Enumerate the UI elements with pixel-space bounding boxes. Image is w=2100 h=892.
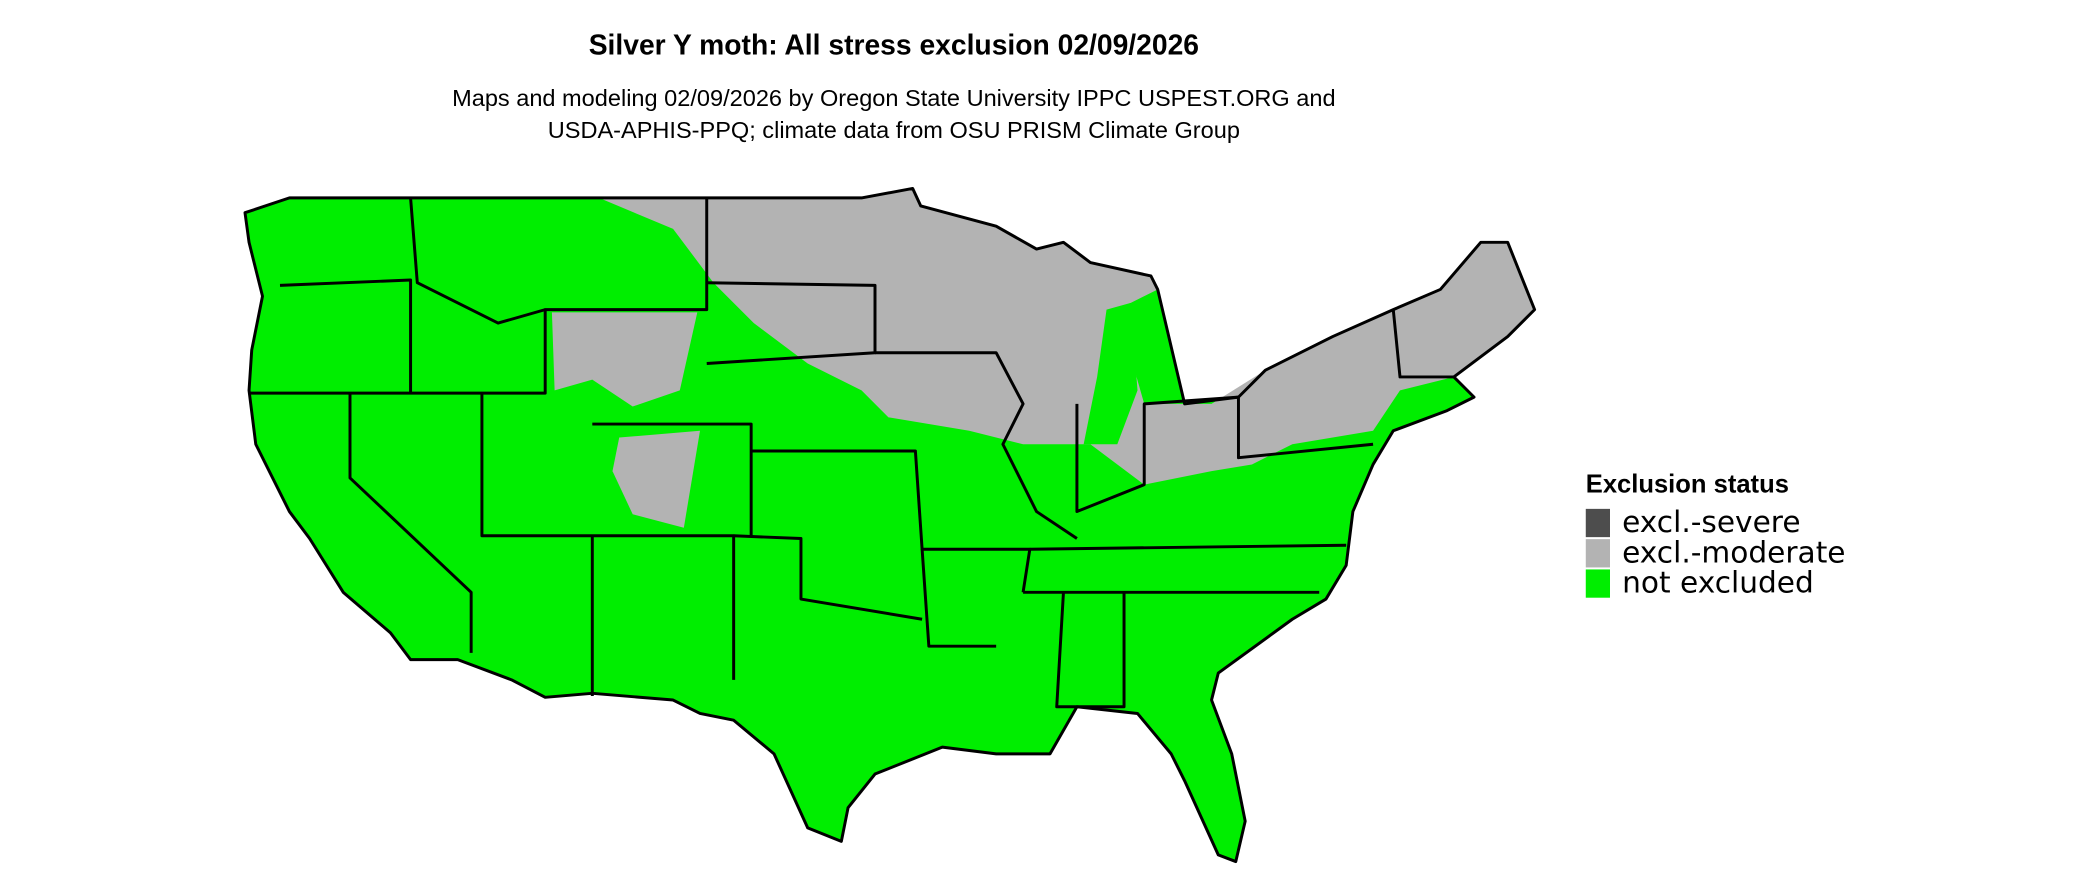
legend-swatch (1585, 569, 1610, 598)
state-borders (243, 187, 1537, 864)
legend-label: not excluded (1622, 566, 1814, 600)
map-subtitle: Maps and modeling 02/09/2026 by Oregon S… (452, 85, 1335, 111)
legend-title: Exclusion status (1586, 471, 1789, 499)
us-map (243, 187, 1537, 864)
region-moderate (599, 188, 1535, 485)
region-moderate (612, 430, 700, 528)
region-not-excluded (1083, 302, 1138, 445)
legend-swatch (1585, 539, 1610, 568)
region-moderate (551, 312, 698, 407)
legend-swatch (1585, 508, 1610, 538)
legend-label: excl.-moderate (1622, 535, 1845, 569)
legend-label: excl.-severe (1622, 505, 1800, 539)
map-title: Silver Y moth: All stress exclusion 02/0… (589, 29, 1199, 61)
map-subtitle: USDA-APHIS-PPQ; climate data from OSU PR… (548, 117, 1240, 143)
